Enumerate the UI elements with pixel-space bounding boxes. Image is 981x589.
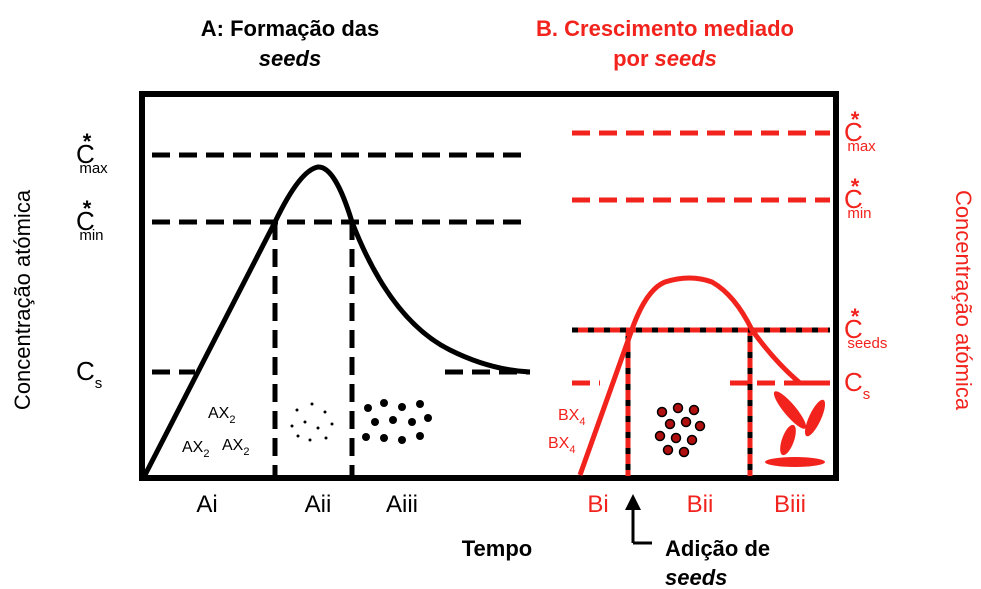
region-label: Ai <box>196 491 217 518</box>
nuclei <box>291 403 334 442</box>
y-axis-right: Concentração atómica <box>951 190 976 411</box>
label-sub: max <box>79 160 108 177</box>
title-a-italic: seeds <box>259 46 321 71</box>
particles-b <box>656 404 705 457</box>
species-label: AX2 <box>182 439 209 460</box>
level-label: C*min <box>76 196 104 244</box>
level-label: Cs <box>76 356 102 392</box>
region-label: Bi <box>587 491 608 518</box>
curve-a <box>145 167 530 475</box>
level-label: C*max <box>76 129 108 177</box>
species-label: AX2 <box>208 405 235 426</box>
label-sup: * <box>83 129 92 154</box>
region-label: Aii <box>305 491 332 518</box>
arrow-head <box>625 494 641 510</box>
label-sub: seeds <box>847 335 887 352</box>
species-sub: 2 <box>243 446 249 458</box>
label-sub: max <box>847 138 876 155</box>
species-sub: 4 <box>579 416 585 428</box>
species-base: BX <box>558 407 580 424</box>
species-base: AX <box>182 439 204 456</box>
species-base: BX <box>548 435 570 452</box>
diagram: A: Formação das seeds B. Crescimento med… <box>0 0 981 589</box>
rods <box>765 388 829 467</box>
level-label: C*min <box>844 174 872 222</box>
species-sub: 4 <box>569 444 575 456</box>
label-sub: s <box>95 375 103 392</box>
x-axis-label: Tempo <box>462 536 532 561</box>
label-sub: min <box>847 205 871 222</box>
curve-b <box>580 278 830 475</box>
title-b-prefix: por <box>613 46 649 71</box>
region-label: Biii <box>774 491 806 518</box>
page: {"panel_a": {"title_line1": "A: Formação… <box>0 0 981 589</box>
species-label: AX2 <box>222 437 249 458</box>
y-axis-left: Concentração atómica <box>10 189 35 410</box>
species-sub: 2 <box>229 414 235 426</box>
region-label: Aiii <box>386 491 418 518</box>
label-base: C <box>76 356 95 386</box>
species-label: BX4 <box>548 435 575 456</box>
annotation-italic: seeds <box>665 565 727 589</box>
b-levels <box>572 133 830 383</box>
label-base: C <box>844 367 863 397</box>
species-base: AX <box>208 405 230 422</box>
label-sub: min <box>79 227 103 244</box>
label-sup: * <box>851 107 860 132</box>
level-label: C*seeds <box>844 304 887 352</box>
label-sup: * <box>851 174 860 199</box>
label-sup: * <box>851 304 860 329</box>
title-b: B. Crescimento mediado <box>536 16 794 41</box>
species-sub: 2 <box>203 448 209 460</box>
a-levels <box>152 155 530 478</box>
label-sup: * <box>83 196 92 221</box>
frame <box>142 94 836 478</box>
region-label: Bii <box>687 491 714 518</box>
arrow <box>633 505 652 543</box>
label-sub: s <box>863 386 871 403</box>
species-label: BX4 <box>558 407 585 428</box>
title-a: A: Formação das <box>201 16 380 41</box>
species-base: AX <box>222 437 244 454</box>
annotation: Adição de <box>665 536 770 561</box>
particles-a <box>362 399 432 444</box>
level-label: Cs <box>844 367 870 403</box>
title-b-italic: seeds <box>655 46 717 71</box>
level-label: C*max <box>844 107 876 155</box>
